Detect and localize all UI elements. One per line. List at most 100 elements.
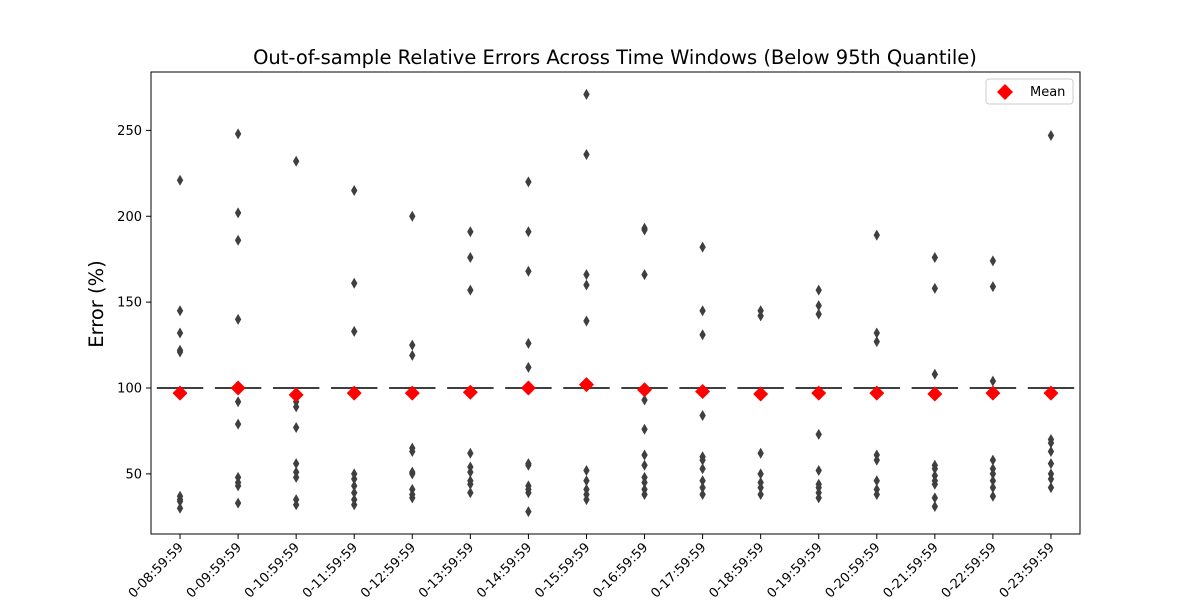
outlier-point — [467, 226, 474, 238]
outlier-point — [873, 475, 880, 487]
box-group — [563, 88, 610, 506]
box-group — [679, 241, 726, 500]
x-tick-label: 0-13:59:59 — [416, 540, 477, 600]
outlier-point — [873, 454, 880, 466]
mean-marker — [869, 385, 885, 401]
y-axis-label: Error (%) — [85, 260, 108, 347]
outlier-point — [234, 313, 242, 325]
outlier-point — [931, 501, 939, 513]
outlier-point — [467, 487, 474, 499]
box-group — [389, 210, 436, 504]
outlier-point — [699, 482, 706, 494]
outlier-point — [931, 251, 939, 263]
outlier-point — [409, 349, 416, 361]
x-tick-label: 0-11:59:59 — [300, 540, 361, 600]
outlier-point — [525, 506, 532, 518]
outlier-point — [234, 128, 242, 140]
outlier-point — [176, 495, 184, 507]
outlier-point — [409, 468, 416, 480]
outlier-point — [525, 265, 532, 277]
legend-box — [985, 78, 1074, 105]
box-group — [621, 222, 668, 500]
outlier-point — [641, 224, 648, 236]
outlier-point — [234, 497, 242, 509]
chart-title: Out-of-sample Relative Errors Across Tim… — [253, 46, 977, 69]
outlier-point — [176, 327, 184, 339]
outlier-point — [757, 468, 764, 480]
outlier-point — [234, 234, 242, 246]
mean-marker — [1043, 385, 1059, 401]
x-tick-label: 0-21:59:59 — [881, 540, 942, 600]
outlier-point — [757, 447, 764, 459]
box-group — [156, 174, 204, 514]
mean-marker — [753, 386, 769, 402]
mean-marker — [985, 385, 1001, 401]
outlier-point — [351, 473, 358, 485]
box-group — [795, 284, 842, 504]
y-tick-label: 250 — [117, 124, 142, 139]
outlier-point — [525, 337, 532, 349]
x-tick-label: 0-10:59:59 — [242, 540, 303, 600]
x-tick-label: 0-08:59:59 — [126, 540, 187, 600]
outlier-point — [234, 396, 242, 408]
mean-marker — [462, 384, 478, 400]
y-tick-label: 100 — [117, 382, 142, 397]
x-tick-label: 0-12:59:59 — [358, 540, 419, 600]
outlier-point — [1047, 458, 1055, 470]
box-group — [330, 185, 378, 511]
y-tick-label: 150 — [117, 296, 142, 311]
outlier-point — [641, 488, 648, 500]
outlier-point — [583, 475, 590, 487]
outlier-point — [989, 255, 997, 267]
outlier-point — [873, 327, 880, 339]
outlier-point — [815, 308, 822, 320]
outlier-point — [467, 251, 474, 263]
outlier-point — [176, 174, 184, 186]
legend-mean-label: Mean — [1030, 85, 1065, 100]
outlier-point — [351, 499, 358, 511]
mean-marker — [927, 386, 943, 402]
outlier-point — [525, 226, 532, 238]
outlier-point — [467, 466, 474, 478]
outlier-point — [757, 310, 764, 322]
mean-marker — [404, 385, 420, 401]
outlier-point — [525, 361, 532, 373]
plot-area — [156, 88, 1075, 518]
mean-marker — [172, 385, 188, 401]
outlier-point — [525, 176, 532, 188]
outlier-point — [757, 488, 764, 500]
outlier-point — [989, 281, 997, 293]
legend-mean-marker — [997, 84, 1013, 100]
outlier-point — [467, 447, 474, 459]
outlier-point — [931, 478, 939, 490]
outlier-point — [234, 480, 242, 492]
outlier-point — [409, 210, 416, 222]
outlier-point — [873, 488, 880, 500]
outlier-point — [409, 492, 416, 504]
mean-marker — [230, 380, 246, 396]
outlier-point — [931, 368, 939, 380]
outlier-point — [641, 459, 648, 471]
outlier-point — [292, 471, 300, 483]
mean-marker — [578, 377, 594, 393]
x-tick-label: 0-09:59:59 — [184, 540, 245, 600]
outlier-point — [292, 499, 300, 511]
outlier-point — [699, 463, 706, 475]
outlier-point — [351, 277, 358, 289]
outlier-point — [176, 305, 184, 317]
outlier-point — [1047, 437, 1055, 449]
outlier-point — [583, 494, 590, 506]
outlier-point — [641, 423, 648, 435]
outlier-point — [1047, 446, 1055, 458]
box-group — [911, 251, 959, 513]
outlier-point — [525, 487, 532, 499]
outlier-point — [815, 284, 822, 296]
outlier-point — [931, 463, 939, 475]
outlier-point — [641, 269, 648, 281]
box-group — [737, 305, 784, 500]
outlier-point — [989, 454, 997, 466]
outlier-point — [989, 468, 997, 480]
x-tick-label: 0-19:59:59 — [764, 540, 825, 600]
box-group — [505, 176, 552, 518]
outlier-point — [699, 454, 706, 466]
